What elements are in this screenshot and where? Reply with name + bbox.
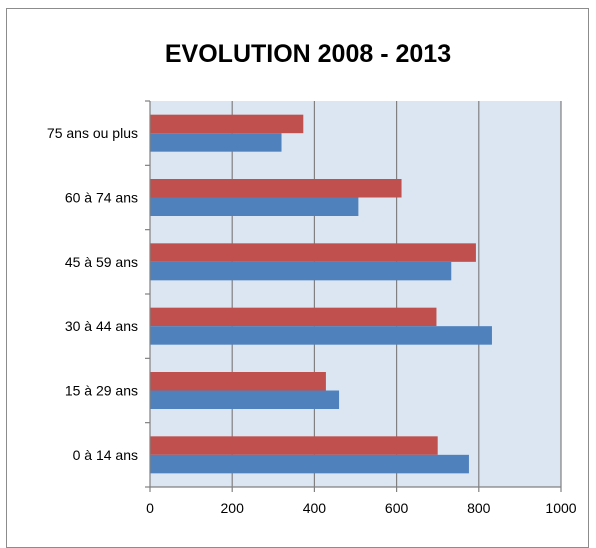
x-tick-label: 0 bbox=[146, 500, 154, 516]
bar bbox=[150, 372, 326, 391]
bar bbox=[150, 261, 452, 281]
chart-title: EVOLUTION 2008 - 2013 bbox=[165, 40, 451, 68]
x-tick-label: 800 bbox=[467, 500, 491, 516]
x-tick-label: 200 bbox=[221, 500, 245, 516]
bar bbox=[150, 133, 282, 152]
bars bbox=[150, 114, 492, 474]
category-label: 45 à 59 ans bbox=[65, 254, 138, 270]
bar bbox=[150, 436, 438, 455]
category-label: 15 à 29 ans bbox=[65, 383, 138, 399]
x-tick-label: 600 bbox=[385, 500, 409, 516]
category-label: 0 à 14 ans bbox=[73, 447, 138, 463]
x-tick-label: 1000 bbox=[545, 500, 576, 516]
bar bbox=[150, 114, 304, 134]
axes bbox=[145, 100, 562, 492]
category-label: 30 à 44 ans bbox=[65, 318, 138, 334]
category-label: 60 à 74 ans bbox=[65, 190, 138, 206]
bar bbox=[150, 390, 340, 409]
x-tick-label: 400 bbox=[303, 500, 327, 516]
plot-area bbox=[150, 101, 561, 487]
bar bbox=[150, 307, 437, 327]
gridlines bbox=[231, 101, 562, 487]
bar bbox=[150, 454, 469, 474]
bar bbox=[150, 326, 492, 345]
bar bbox=[150, 197, 359, 216]
category-label: 75 ans ou plus bbox=[47, 125, 138, 141]
bar bbox=[150, 243, 476, 262]
bar bbox=[150, 179, 402, 198]
axis-labels: 75 ans ou plus 60 à 74 ans 45 à 59 ans 30 à… bbox=[47, 125, 577, 516]
bar-chart: EVOLUTION 2008 - 2013 75 ans ou plus 60 à… bbox=[47, 40, 577, 516]
